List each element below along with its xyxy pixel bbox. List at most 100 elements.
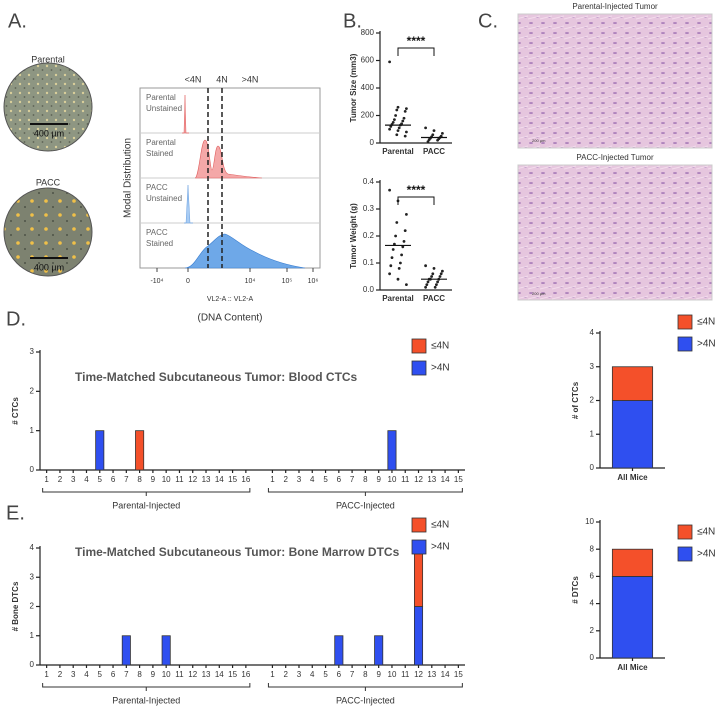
data-point	[395, 133, 399, 137]
x-tick-label: 10	[388, 670, 397, 679]
x-tick-label: 9	[151, 670, 156, 679]
y-tick-label: 400	[361, 83, 375, 92]
data-point	[393, 242, 396, 246]
data-point	[405, 107, 408, 111]
y-tick-label: 0.4	[363, 177, 375, 186]
x-tick-label: 12	[188, 670, 197, 679]
legend-label: >4N	[697, 549, 716, 560]
bar-segment	[413, 606, 424, 666]
image-label: PACC	[36, 177, 61, 187]
legend-label: ≤4N	[431, 341, 449, 352]
x-tick-label: 8	[363, 475, 368, 484]
data-point	[405, 283, 408, 286]
row-label-line: Stained	[146, 149, 173, 158]
data-point	[388, 127, 391, 131]
data-point	[396, 105, 400, 109]
bar-segment	[611, 548, 654, 577]
micrograph	[517, 164, 713, 301]
y-tick-label: 4	[30, 543, 35, 552]
data-point	[402, 240, 406, 243]
data-point	[441, 269, 444, 273]
gate-label: >4N	[242, 74, 259, 84]
data-point	[438, 275, 442, 278]
x-tick-label: 12	[414, 670, 423, 679]
x-tick-label: -10⁴	[150, 278, 163, 285]
x-tick-label: All Mice	[617, 663, 648, 672]
data-point	[436, 280, 439, 284]
bar-segment	[413, 547, 424, 607]
data-point	[432, 267, 436, 270]
y-tick-label: 1	[590, 429, 595, 438]
legend-label: ≤4N	[697, 317, 715, 328]
micrograph	[517, 13, 713, 149]
group-bracket	[267, 683, 463, 691]
data-point	[439, 272, 443, 276]
x-tick-label: 6	[111, 475, 116, 484]
x-tick-label: 3	[71, 475, 76, 484]
bar-segment	[135, 430, 145, 471]
x-tick-label: Parental	[382, 147, 414, 156]
x-tick-label: 2	[58, 475, 63, 484]
x-tick-label: 15	[454, 475, 463, 484]
x-tick-label: 2	[283, 475, 288, 484]
y-tick-label: 1	[30, 426, 35, 435]
bar-segment	[611, 366, 654, 401]
legend-swatch	[677, 336, 693, 352]
x-tick-label: 4	[84, 670, 89, 679]
x-tick-label: 10⁴	[245, 278, 256, 285]
y-tick-label: 1	[30, 631, 35, 640]
image-label: Parental-Injected Tumor	[572, 2, 658, 11]
scale-label: 400 µm	[34, 262, 64, 272]
x-tick-label: 8	[137, 670, 142, 679]
data-point	[400, 253, 403, 257]
legend-label: ≤4N	[431, 520, 449, 531]
x-tick-label: 3	[297, 475, 302, 484]
data-point	[405, 213, 408, 216]
micrograph	[3, 187, 93, 277]
data-point	[427, 138, 431, 141]
y-tick-label: 2	[590, 626, 595, 635]
bar-segment	[95, 430, 105, 471]
chart-title: Time-Matched Subcutaneous Tumor: Bone Ma…	[75, 545, 400, 559]
gate-label: 4N	[216, 74, 228, 84]
data-point	[388, 188, 391, 192]
x-tick-label: Parental	[382, 294, 414, 303]
x-tick-label: 6	[111, 670, 116, 679]
histogram	[194, 139, 263, 179]
data-point	[430, 275, 433, 278]
x-tick-label: 8	[137, 475, 142, 484]
x-tick-label: 4	[310, 475, 315, 484]
data-point	[431, 133, 435, 137]
x-tick-label: 8	[363, 670, 368, 679]
micrograph	[3, 62, 93, 152]
y-tick-label: 0	[30, 660, 35, 669]
x-tick-label: 14	[215, 670, 224, 679]
x-tick-label: 3	[71, 670, 76, 679]
group-bracket	[267, 488, 463, 496]
data-point	[394, 114, 397, 117]
data-point	[431, 272, 435, 276]
row-label-line: Unstained	[146, 194, 182, 203]
y-tick-label: 4	[590, 599, 595, 608]
x-tick-label: 10⁵	[282, 278, 293, 285]
x-tick-label: 13	[202, 670, 211, 679]
y-tick-label: 0.1	[363, 258, 375, 267]
row-label: Parental Unstained	[146, 93, 182, 113]
row-label: Parental Stained	[146, 138, 176, 158]
legend-swatch	[411, 338, 427, 354]
histogram	[184, 233, 306, 269]
data-point	[405, 130, 408, 134]
significance-bracket	[397, 196, 435, 205]
data-point	[424, 285, 427, 289]
bar-segment	[121, 635, 131, 666]
x-tick-label: 16	[241, 475, 250, 484]
group-label: PACC-Injected	[336, 695, 395, 705]
x-tick-label: 14	[441, 670, 450, 679]
legend-label: >4N	[431, 542, 450, 553]
flow-plot: Modal Distribution VL2-A :: VL2-A (DNA C…	[123, 87, 321, 324]
y-tick-label: 6	[590, 572, 595, 581]
y-tick-label: 4	[590, 328, 595, 337]
row-label-line: Stained	[146, 239, 173, 248]
axis-caption: (DNA Content)	[197, 313, 262, 324]
